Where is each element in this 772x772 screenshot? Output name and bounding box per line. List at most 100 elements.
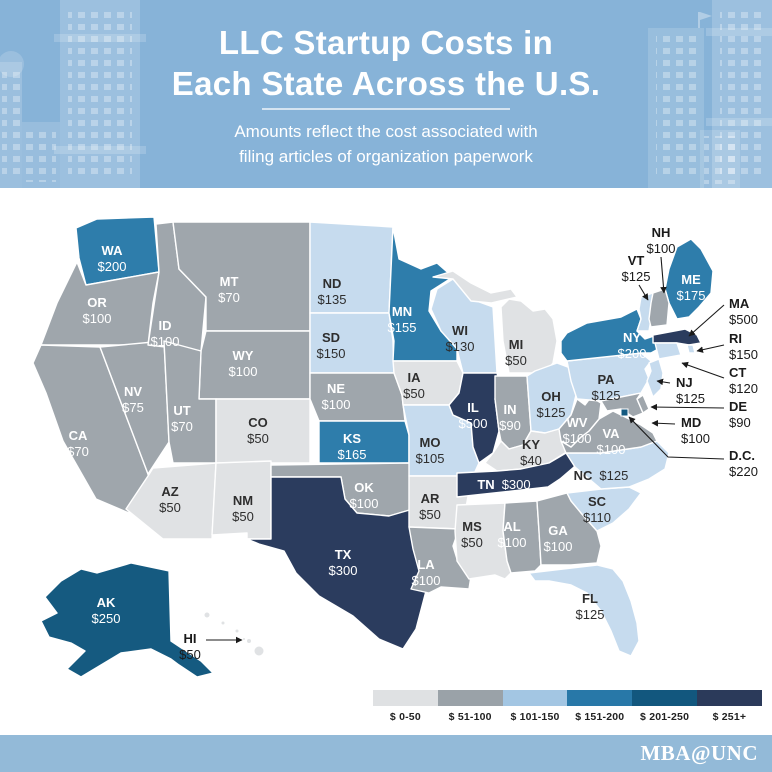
building-right-small: [700, 130, 740, 188]
state-hi-island-5: [242, 637, 246, 641]
title-line-1: LLC Startup Costs in: [218, 24, 554, 61]
building-left-dome-tower: [0, 51, 24, 188]
legend: $ 0-50 $ 51-100 $ 101-150 $ 151-200 $ 201-25…: [373, 690, 762, 723]
legend-swatch-1: [437, 690, 503, 706]
title-line-2: Each State Across the U.S.: [171, 65, 601, 102]
callout-cost-nj: $125: [676, 391, 705, 406]
state-label-sc: SC: [588, 494, 607, 509]
state-label-ar: AR: [421, 491, 440, 506]
state-label-wi: WI: [452, 323, 468, 338]
state-hi-island-4: [253, 645, 265, 657]
state-label-ks: KS: [343, 431, 361, 446]
state-label-me: ME: [681, 272, 701, 287]
subtitle-line-1: Amounts reflect the cost associated with: [234, 122, 538, 141]
leader-line-ct: [681, 361, 725, 379]
callout-cost-ri: $150: [729, 347, 758, 362]
state-co: [215, 398, 311, 464]
state-label-ga: GA: [548, 523, 568, 538]
state-cost-ga: $100: [544, 539, 573, 554]
state-ak: [40, 562, 214, 678]
state-cost-oh: $125: [537, 405, 566, 420]
state-label-fl: FL: [582, 591, 598, 606]
state-cost-wv: $100: [563, 431, 592, 446]
callout-label-ma: MA: [729, 296, 750, 311]
state-cost-mi: $50: [505, 353, 527, 368]
page-title: LLC Startup Costs in Each State Across t…: [0, 22, 772, 104]
state-cost-wi: $130: [446, 339, 475, 354]
state-me: [664, 238, 714, 320]
state-cost-ny: $200: [618, 346, 647, 361]
legend-swatch-5: [696, 690, 762, 706]
state-label-il: IL: [467, 400, 479, 415]
leader-line-dc: [628, 416, 725, 460]
state-cost-ks: $165: [338, 447, 367, 462]
callout-label-nj: NJ: [676, 375, 693, 390]
callout-label-nh: NH: [652, 225, 671, 240]
state-cost-mn: $155: [388, 320, 417, 335]
state-cost-ca: $70: [67, 444, 89, 459]
state-dc: [620, 408, 629, 417]
state-label-tx: TX: [335, 547, 352, 562]
state-cost-ar: $50: [419, 507, 441, 522]
state-cost-or: $100: [83, 311, 112, 326]
state-hi-island-2: [234, 628, 240, 634]
state-hi-island-3: [246, 638, 252, 644]
state-cost-al: $100: [498, 535, 527, 550]
state-label-mo: MO: [420, 435, 441, 450]
state-label-in: IN: [504, 402, 517, 417]
state-cost-wy: $100: [229, 364, 258, 379]
state-label-mt: MT: [220, 274, 239, 289]
state-hi-island-1: [220, 620, 226, 626]
state-tx: [246, 476, 447, 650]
state-md: [600, 392, 644, 418]
state-label-ca: CA: [69, 428, 88, 443]
callout-label-md: MD: [681, 415, 701, 430]
state-cost-il: $500: [459, 416, 488, 431]
state-label-wa: WA: [102, 243, 124, 258]
building-left-tower: [54, 0, 146, 188]
state-label-tn: TN $300: [477, 477, 530, 492]
leader-line-vt: [638, 284, 649, 301]
legend-label-5: $ 251+: [712, 711, 747, 723]
state-cost-id: $100: [151, 334, 180, 349]
state-cost-sc: $110: [583, 510, 611, 525]
callout-cost-hi: $50: [179, 647, 201, 662]
state-label-mi: MI: [509, 337, 523, 352]
state-cost-ms: $50: [461, 535, 483, 550]
state-cost-ak: $250: [92, 611, 121, 626]
state-label-ia: IA: [408, 370, 422, 385]
state-label-ny: NY: [623, 330, 641, 345]
state-cost-in: $90: [499, 418, 521, 433]
state-label-oh: OH: [541, 389, 561, 404]
brand-logo: MBA@UNC: [640, 741, 758, 765]
legend-item-2: $ 101-150: [502, 690, 568, 723]
page-subtitle: Amounts reflect the cost associated with…: [0, 119, 772, 169]
state-cost-az: $50: [159, 500, 181, 515]
callout-cost-ct: $120: [729, 381, 758, 396]
state-label-co: CO: [248, 415, 268, 430]
callout-cost-md: $100: [681, 431, 710, 446]
callout-label-dc: D.C.: [729, 448, 755, 463]
legend-swatch-0: [373, 690, 438, 706]
state-label-or: OR: [87, 295, 107, 310]
state-fl: [528, 564, 640, 657]
callout-cost-ma: $500: [729, 312, 758, 327]
callout-cost-de: $90: [729, 415, 751, 430]
state-ct: [654, 342, 682, 360]
state-ri: [686, 344, 696, 354]
callout-label-ri: RI: [729, 331, 742, 346]
state-la: [408, 526, 472, 594]
callout-cost-dc: $220: [729, 464, 758, 479]
subtitle-line-2: filing articles of organization paperwor…: [239, 147, 533, 166]
state-cost-tx: $300: [329, 563, 358, 578]
state-label-ky: KY: [522, 437, 540, 452]
state-wv: [558, 396, 602, 448]
state-label-sd: SD: [322, 330, 340, 345]
legend-label-0: $ 0-50: [389, 711, 421, 723]
state-label-mn: MN: [392, 304, 412, 319]
legend-item-5: $ 251+: [696, 690, 762, 723]
state-label-nv: NV: [124, 384, 142, 399]
legend-item-4: $ 201-250: [632, 690, 697, 723]
